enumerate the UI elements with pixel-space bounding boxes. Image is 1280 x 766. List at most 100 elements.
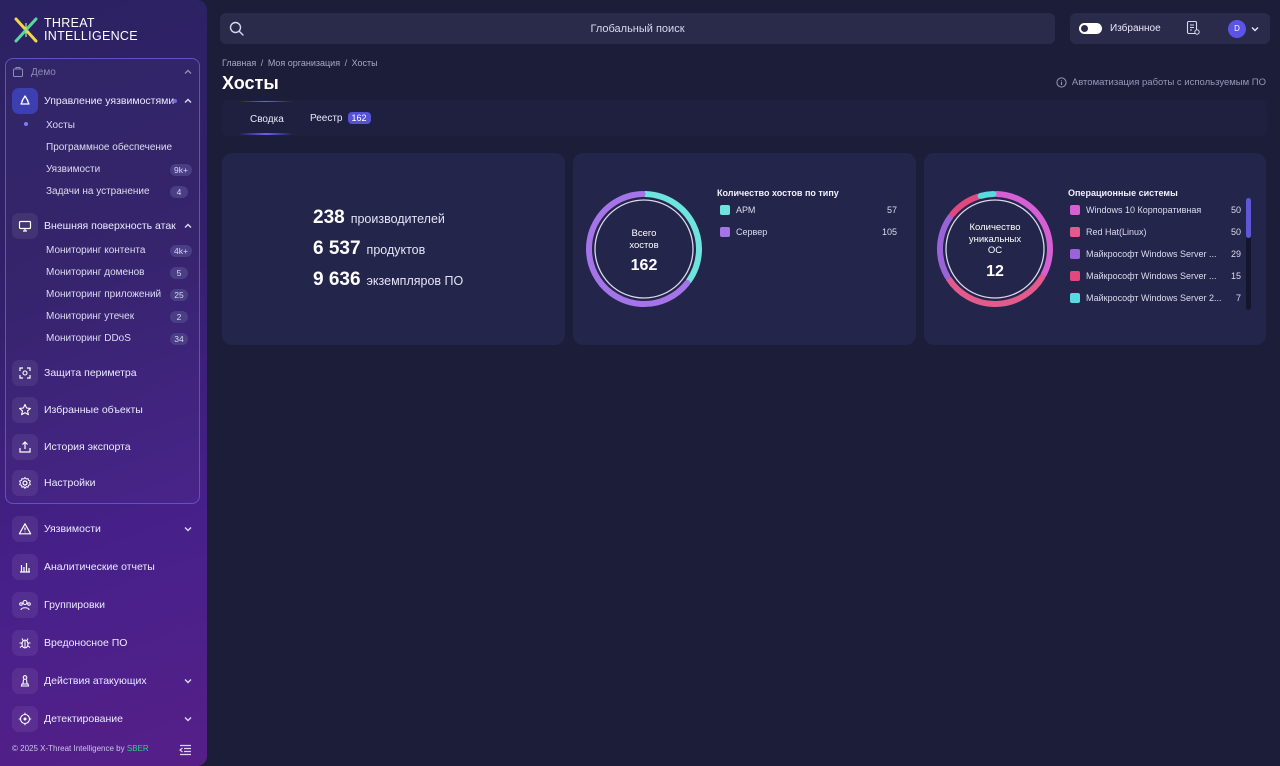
legend-item-os[interactable]: Майкрософт Windows Server ... 29 bbox=[1070, 249, 1241, 259]
chevron-down-icon[interactable] bbox=[183, 714, 193, 724]
demo-group-header[interactable]: Демо bbox=[12, 66, 56, 78]
donut-slice[interactable] bbox=[586, 191, 691, 307]
breadcrumb-home[interactable]: Главная bbox=[222, 58, 257, 68]
count-badge: 2 bbox=[170, 311, 188, 323]
sidebar-item-tasks[interactable]: Задачи на устранение bbox=[46, 186, 150, 197]
chevron-down-icon[interactable] bbox=[183, 676, 193, 686]
tab-summary[interactable]: Сводка bbox=[250, 114, 284, 125]
sidebar-item-leak-monitoring[interactable]: Мониторинг утечек bbox=[46, 311, 135, 322]
stat-vendors: 238 производителей bbox=[313, 207, 445, 229]
sidebar-item-domain-monitoring[interactable]: Мониторинг доменов bbox=[46, 267, 145, 278]
donut-slice[interactable] bbox=[642, 191, 702, 284]
global-search-input[interactable]: Глобальный поиск bbox=[220, 13, 1055, 44]
unread-dot bbox=[173, 99, 177, 103]
sidebar-item-ddos-monitoring[interactable]: Мониторинг DDoS bbox=[46, 333, 131, 344]
software-stats-card: 238 производителей 6 537 продуктов 9 636… bbox=[222, 153, 565, 345]
chevron-up-icon[interactable] bbox=[183, 67, 193, 77]
donut-center-label: Всего хостов bbox=[629, 228, 659, 251]
nav-favorites[interactable]: Избранные объекты bbox=[12, 397, 143, 423]
breadcrumb-separator: / bbox=[260, 58, 264, 68]
bug-icon bbox=[19, 638, 31, 649]
count-badge: 9k+ bbox=[170, 164, 192, 176]
recycle-icon bbox=[20, 95, 30, 105]
stat-vendors-value: 238 bbox=[313, 207, 345, 228]
legend-item-os[interactable]: Майкрософт Windows Server 2... 7 bbox=[1070, 293, 1241, 303]
nav-attacker-actions-label: Действия атакующих bbox=[44, 675, 147, 687]
legend-scrollbar[interactable] bbox=[1246, 198, 1251, 310]
sidebar-item-hosts[interactable]: Хосты bbox=[46, 120, 75, 131]
star-icon bbox=[19, 403, 31, 416]
nav-export-history[interactable]: История экспорта bbox=[12, 434, 131, 460]
donut-center-value: 162 bbox=[630, 257, 658, 274]
legend-swatch bbox=[720, 227, 730, 237]
legend-value: 29 bbox=[1230, 249, 1241, 259]
nav-groups[interactable]: Группировки bbox=[12, 592, 105, 618]
legend-item-arm[interactable]: АРМ 57 bbox=[720, 205, 897, 215]
nav-reports[interactable]: Аналитические отчеты bbox=[12, 554, 155, 580]
sidebar-item-content-monitoring[interactable]: Мониторинг контента bbox=[46, 245, 146, 256]
legend-item-os[interactable]: Red Hat(Linux) 50 bbox=[1070, 227, 1241, 237]
chevron-up-icon[interactable] bbox=[183, 96, 193, 106]
sber-link[interactable]: SBER bbox=[126, 744, 149, 753]
tab-bar: Сводка Реестр 162 bbox=[222, 100, 1267, 136]
registry-count-badge: 162 bbox=[347, 112, 371, 124]
chevron-down-icon[interactable] bbox=[183, 524, 193, 534]
stat-instances-value: 9 636 bbox=[313, 269, 361, 290]
nav-groups-label: Группировки bbox=[44, 599, 106, 611]
brand-line-2: INTELLIGENCE bbox=[44, 29, 138, 43]
donut-slice[interactable] bbox=[945, 274, 1046, 307]
sidebar-item-software[interactable]: Программное обеспечение bbox=[46, 142, 173, 153]
legend-swatch bbox=[1070, 227, 1080, 237]
nav-settings[interactable]: Настройки bbox=[12, 470, 96, 496]
legend-swatch bbox=[1070, 293, 1080, 303]
count-badge: 4k+ bbox=[170, 245, 192, 257]
bar-chart-icon bbox=[20, 563, 30, 573]
donut-slice[interactable] bbox=[993, 191, 1053, 278]
donut-slice[interactable] bbox=[977, 191, 997, 199]
nav-malware[interactable]: Вредоносное ПО bbox=[12, 630, 127, 656]
legend-item-server[interactable]: Сервер 105 bbox=[720, 227, 897, 237]
legend-item-os[interactable]: Windows 10 Корпоративная 50 bbox=[1070, 205, 1241, 215]
breadcrumb-organization[interactable]: Моя организация bbox=[267, 58, 341, 68]
nav-attack-surface[interactable]: Внешняя поверхность атак bbox=[12, 213, 176, 239]
nav-vuln-management-label: Управление уязвимостями bbox=[44, 95, 175, 107]
legend-value: 50 bbox=[1230, 227, 1241, 237]
legend-value: 15 bbox=[1230, 271, 1241, 281]
search-icon bbox=[229, 21, 244, 36]
document-list-icon[interactable] bbox=[1186, 20, 1200, 36]
nav-detection-label: Детектирование bbox=[44, 713, 124, 725]
sidebar-item-app-monitoring[interactable]: Мониторинг приложений bbox=[46, 289, 162, 300]
breadcrumb: Главная / Моя организация / Хосты bbox=[222, 58, 380, 68]
chevron-down-icon[interactable] bbox=[1250, 24, 1260, 34]
collapse-sidebar-icon[interactable] bbox=[179, 744, 192, 756]
chevron-up-icon[interactable] bbox=[183, 221, 193, 231]
stat-instances: 9 636 экземпляров ПО bbox=[313, 269, 463, 291]
gear-icon bbox=[19, 476, 31, 490]
donut-center-label: Количество уникальных ОС bbox=[968, 222, 1022, 256]
avatar[interactable]: D bbox=[1228, 20, 1246, 38]
nav-vulnerabilities[interactable]: Уязвимости bbox=[12, 516, 101, 542]
donut-slice[interactable] bbox=[949, 193, 981, 218]
nav-vuln-management[interactable]: Управление уязвимостями bbox=[12, 88, 174, 114]
demo-group-box bbox=[5, 58, 200, 504]
donut-slice[interactable] bbox=[937, 213, 954, 280]
nav-perimeter[interactable]: Защита периметра bbox=[12, 360, 137, 386]
donut-center-value: 12 bbox=[986, 263, 1004, 280]
brand-logo[interactable]: THREAT INTELLIGENCE bbox=[14, 17, 138, 43]
chart-title: Количество хостов по типу bbox=[717, 188, 839, 198]
favorites-toggle[interactable] bbox=[1079, 23, 1102, 34]
automation-hint-link[interactable]: Автоматизация работы с используемым ПО bbox=[1056, 77, 1266, 88]
hosts-by-type-card: Всего хостов 162 Количество хостов по ти… bbox=[573, 153, 916, 345]
sidebar-item-vulnerabilities[interactable]: Уязвимости bbox=[46, 164, 101, 175]
chart-title: Операционные системы bbox=[1068, 188, 1178, 198]
stat-products-label: продуктов bbox=[366, 243, 426, 257]
stat-products-value: 6 537 bbox=[313, 238, 361, 259]
scrollbar-thumb[interactable] bbox=[1246, 198, 1251, 238]
info-icon bbox=[1056, 77, 1067, 88]
legend-item-os[interactable]: Майкрософт Windows Server ... 15 bbox=[1070, 271, 1241, 281]
tab-registry[interactable]: Реестр 162 bbox=[310, 112, 371, 124]
nav-attacker-actions[interactable]: Действия атакующих bbox=[12, 668, 147, 694]
count-badge: 5 bbox=[170, 267, 188, 279]
building-icon bbox=[13, 67, 23, 77]
nav-detection[interactable]: Детектирование bbox=[12, 706, 123, 732]
